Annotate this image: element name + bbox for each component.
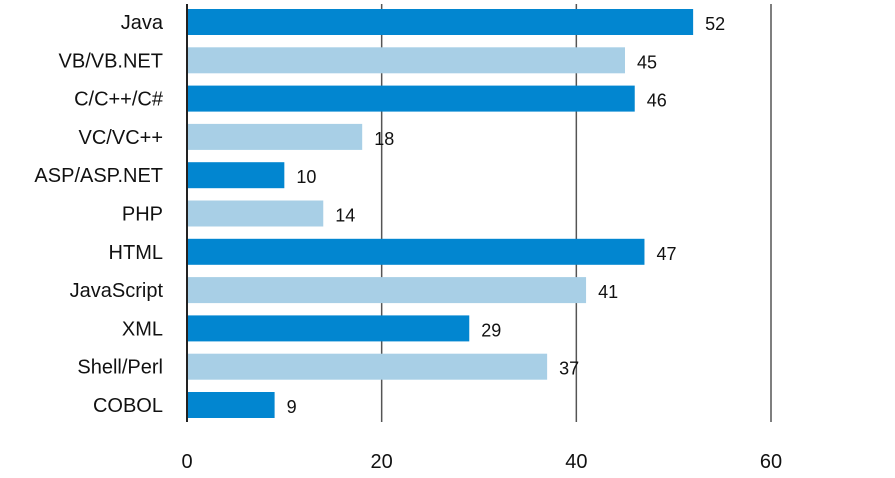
value-label: 9 [287,397,297,417]
bar [187,9,694,35]
bar [187,392,275,418]
category-label: ASP/ASP.NET [34,165,163,187]
bars [187,9,694,418]
value-label: 52 [705,14,725,34]
category-label: XML [122,318,163,340]
category-label: COBOL [93,395,163,417]
category-label: VC/VC++ [79,127,163,149]
category-label: VB/VB.NET [59,50,163,72]
gridlines [380,4,772,422]
x-tick-label: 0 [181,451,192,473]
category-label: Shell/Perl [77,357,163,379]
value-label: 18 [374,129,394,149]
bar [187,238,645,265]
bar [187,315,470,342]
bar [187,123,363,150]
category-label: C/C++/C# [74,89,164,111]
category-labels: Java VB/VB.NET C/C++/C# VC/VC++ ASP/ASP.NET P… [34,12,163,417]
value-label: 29 [481,320,501,340]
value-label: 47 [656,244,676,264]
x-tick-label: 20 [371,451,393,473]
value-label: 41 [598,282,618,302]
category-label: HTML [109,242,163,264]
value-label: 14 [335,206,355,226]
bar [187,277,587,304]
bar [187,200,324,227]
category-label: PHP [122,204,163,226]
value-label: 37 [559,359,579,379]
value-label: 10 [296,167,316,187]
x-tick-label: 60 [760,451,782,473]
x-tick-label: 40 [565,451,587,473]
value-label: 46 [647,91,667,111]
category-label: Java [121,12,164,34]
bar [187,162,285,189]
bar [187,353,548,380]
bar [187,47,625,74]
value-labels: 52 45 46 18 10 14 47 41 29 37 9 [287,14,726,417]
value-label: 45 [637,52,657,72]
x-axis-tick-labels: 0 20 40 60 [181,451,782,473]
bar [187,85,635,112]
category-label: JavaScript [70,280,164,302]
